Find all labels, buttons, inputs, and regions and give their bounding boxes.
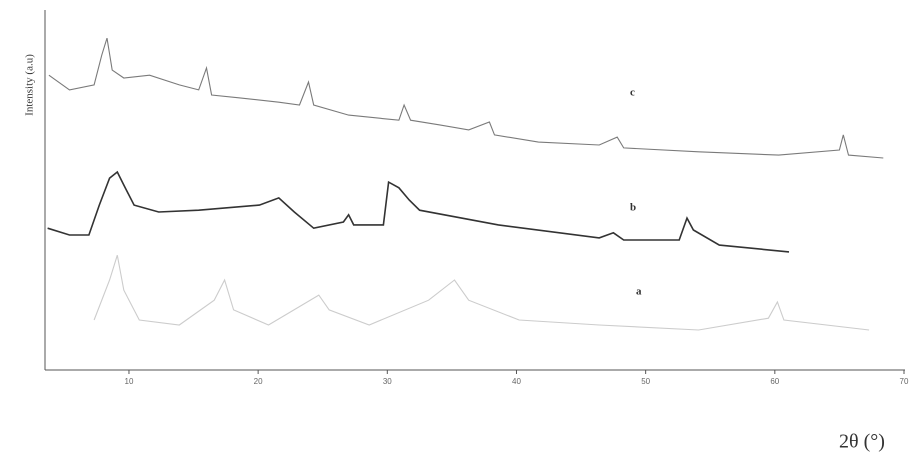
- x-tick-label: 50: [641, 377, 650, 386]
- y-axis-label: Intensity (a.u): [24, 54, 36, 116]
- series-label: b: [630, 202, 636, 214]
- pattern-line: [93, 255, 870, 331]
- series-label: a: [636, 286, 642, 298]
- x-tick-label: 10: [125, 377, 134, 386]
- x-tick-label: 60: [770, 377, 779, 386]
- x-axis-label: 2θ (°): [839, 431, 885, 453]
- series-label: c: [630, 87, 635, 99]
- x-tick-label: 40: [512, 377, 521, 386]
- pattern-line: [48, 37, 884, 159]
- x-tick-label: 20: [254, 377, 263, 386]
- pattern-line: [47, 170, 790, 253]
- x-tick-label: 30: [383, 377, 392, 386]
- x-tick-label: 70: [900, 377, 909, 386]
